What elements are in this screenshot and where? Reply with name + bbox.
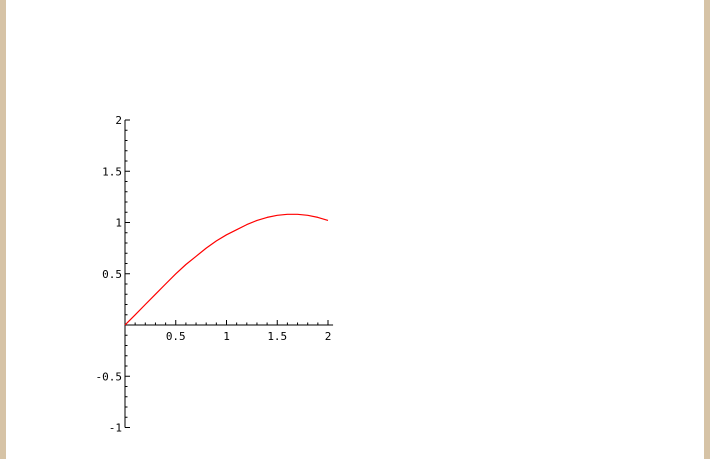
series-line	[124, 213, 329, 326]
x-tick-label: 1.5	[267, 330, 287, 343]
y-axis: -1 -0.5 0.5 1 1.5 2	[96, 114, 130, 435]
x-tick-label: 2	[325, 330, 332, 343]
y-tick-label: 1.5	[102, 165, 122, 178]
series-group	[124, 213, 329, 326]
y-tick-label: 0.5	[102, 268, 122, 281]
y-tick-label: -1	[109, 422, 122, 435]
plot-canvas: 0.5 1 1.5 2 -1 -0.5 0.5 1 1.5 2	[6, 0, 704, 459]
y-tick-label: 1	[115, 217, 122, 230]
x-tick-label: 0.5	[166, 330, 186, 343]
x-axis: 0.5 1 1.5 2	[125, 320, 334, 343]
y-tick-label: -0.5	[96, 370, 123, 383]
line-chart: 0.5 1 1.5 2 -1 -0.5 0.5 1 1.5 2	[96, 114, 334, 435]
y-tick-label: 2	[115, 114, 122, 127]
x-tick-label: 1	[223, 330, 230, 343]
